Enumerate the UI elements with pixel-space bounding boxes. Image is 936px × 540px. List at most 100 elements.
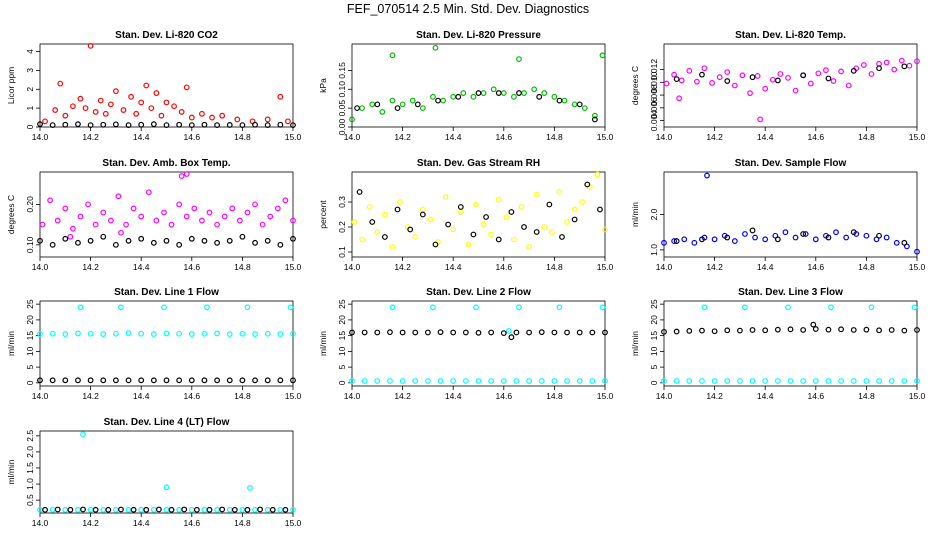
data-point bbox=[163, 377, 170, 384]
data-point bbox=[597, 206, 603, 213]
data-point bbox=[538, 329, 545, 336]
data-point bbox=[488, 231, 495, 238]
data-point bbox=[381, 234, 388, 240]
data-point bbox=[37, 331, 43, 337]
series-1 bbox=[349, 44, 606, 123]
series-2 bbox=[673, 227, 908, 246]
y-tick-label: 0 bbox=[649, 380, 659, 385]
data-point bbox=[850, 327, 857, 333]
data-point bbox=[686, 67, 693, 74]
data-point bbox=[226, 331, 233, 337]
data-point bbox=[876, 65, 882, 72]
y-axis-label: degrees C bbox=[630, 66, 640, 105]
data-point bbox=[161, 304, 167, 311]
y-tick-label: 15 bbox=[649, 331, 659, 341]
data-point bbox=[118, 304, 124, 311]
series-2 bbox=[349, 329, 608, 341]
data-point bbox=[39, 221, 46, 228]
data-point bbox=[92, 221, 99, 228]
x-tick-label: 14.8 bbox=[234, 262, 251, 272]
data-point bbox=[581, 105, 588, 112]
y-axis-label: degrees C bbox=[6, 195, 16, 234]
data-point bbox=[462, 329, 469, 336]
series-2 bbox=[37, 233, 296, 248]
data-point bbox=[584, 181, 591, 188]
y-tick-label: 0.5 bbox=[25, 494, 35, 506]
data-point bbox=[701, 65, 708, 72]
data-point bbox=[374, 101, 381, 108]
data-point bbox=[120, 107, 127, 113]
data-point bbox=[77, 213, 84, 220]
data-point bbox=[75, 377, 81, 384]
data-point bbox=[754, 73, 761, 79]
y-tick-label: 0.00 bbox=[337, 118, 347, 135]
data-point bbox=[850, 229, 857, 236]
data-point bbox=[138, 235, 145, 242]
data-point bbox=[602, 378, 608, 384]
data-point bbox=[214, 239, 221, 246]
data-point bbox=[704, 172, 710, 179]
y-tick-label: 2 bbox=[25, 87, 35, 92]
data-point bbox=[711, 236, 718, 243]
data-point bbox=[399, 378, 406, 384]
data-point bbox=[749, 378, 756, 384]
data-point bbox=[239, 377, 246, 384]
data-point bbox=[87, 506, 94, 513]
data-point bbox=[437, 329, 444, 336]
data-point bbox=[505, 328, 512, 334]
data-point bbox=[828, 304, 834, 311]
data-point bbox=[521, 90, 527, 96]
data-point bbox=[183, 213, 190, 220]
data-point bbox=[82, 105, 89, 112]
y-tick-label: 10 bbox=[25, 346, 35, 356]
data-point bbox=[201, 377, 208, 384]
data-point bbox=[125, 237, 132, 244]
y-tick-label: 0.20 bbox=[25, 196, 35, 213]
data-point bbox=[214, 122, 221, 129]
data-point bbox=[407, 226, 414, 233]
data-point bbox=[366, 204, 373, 210]
data-point bbox=[219, 112, 226, 119]
y-tick-label: 3 bbox=[25, 68, 35, 73]
data-point bbox=[100, 331, 107, 337]
data-point bbox=[176, 377, 183, 384]
data-point bbox=[556, 189, 563, 195]
data-point bbox=[678, 77, 685, 84]
data-point bbox=[204, 304, 210, 311]
data-point bbox=[508, 209, 515, 215]
panel-title: Stan. Dev. Sample Flow bbox=[735, 158, 847, 169]
data-point bbox=[143, 82, 150, 89]
data-point bbox=[49, 241, 56, 248]
data-point bbox=[564, 329, 570, 336]
data-point bbox=[845, 82, 852, 89]
x-tick-label: 15.0 bbox=[909, 391, 926, 401]
data-point bbox=[602, 226, 608, 233]
data-point bbox=[399, 329, 406, 336]
data-point bbox=[686, 378, 693, 384]
panel-3: Stan. Dev. Li-820 Temp. 14.0 14.2 14.4 14.6 1… bbox=[630, 30, 926, 142]
x-tick-label: 14.0 bbox=[656, 262, 673, 272]
data-point bbox=[100, 209, 107, 216]
x-tick-label: 15.0 bbox=[597, 391, 614, 401]
data-point bbox=[226, 377, 233, 384]
data-point bbox=[229, 205, 236, 212]
x-tick-label: 14.6 bbox=[496, 391, 513, 401]
data-point bbox=[802, 231, 809, 237]
y-tick-label: 5 bbox=[337, 364, 347, 369]
data-point bbox=[87, 42, 94, 49]
data-point bbox=[465, 241, 472, 248]
data-point bbox=[457, 204, 464, 210]
data-point bbox=[450, 378, 457, 384]
plot-frame bbox=[351, 171, 606, 258]
data-point bbox=[432, 44, 439, 51]
data-point bbox=[876, 378, 882, 384]
data-point bbox=[47, 197, 54, 204]
x-tick-label: 14.0 bbox=[344, 132, 361, 142]
y-tick-label: 0.010 bbox=[649, 71, 659, 93]
panel-1: Stan. Dev. Li-820 CO2 14.0 14.2 14.4 14.6 14.… bbox=[6, 30, 302, 142]
data-point bbox=[87, 122, 94, 129]
data-point bbox=[389, 97, 396, 104]
panel-5: Stan. Dev. Gas Stream RH 14.0 14.2 14.4 14.6… bbox=[318, 158, 614, 272]
data-point bbox=[762, 85, 769, 92]
data-point bbox=[800, 378, 807, 384]
